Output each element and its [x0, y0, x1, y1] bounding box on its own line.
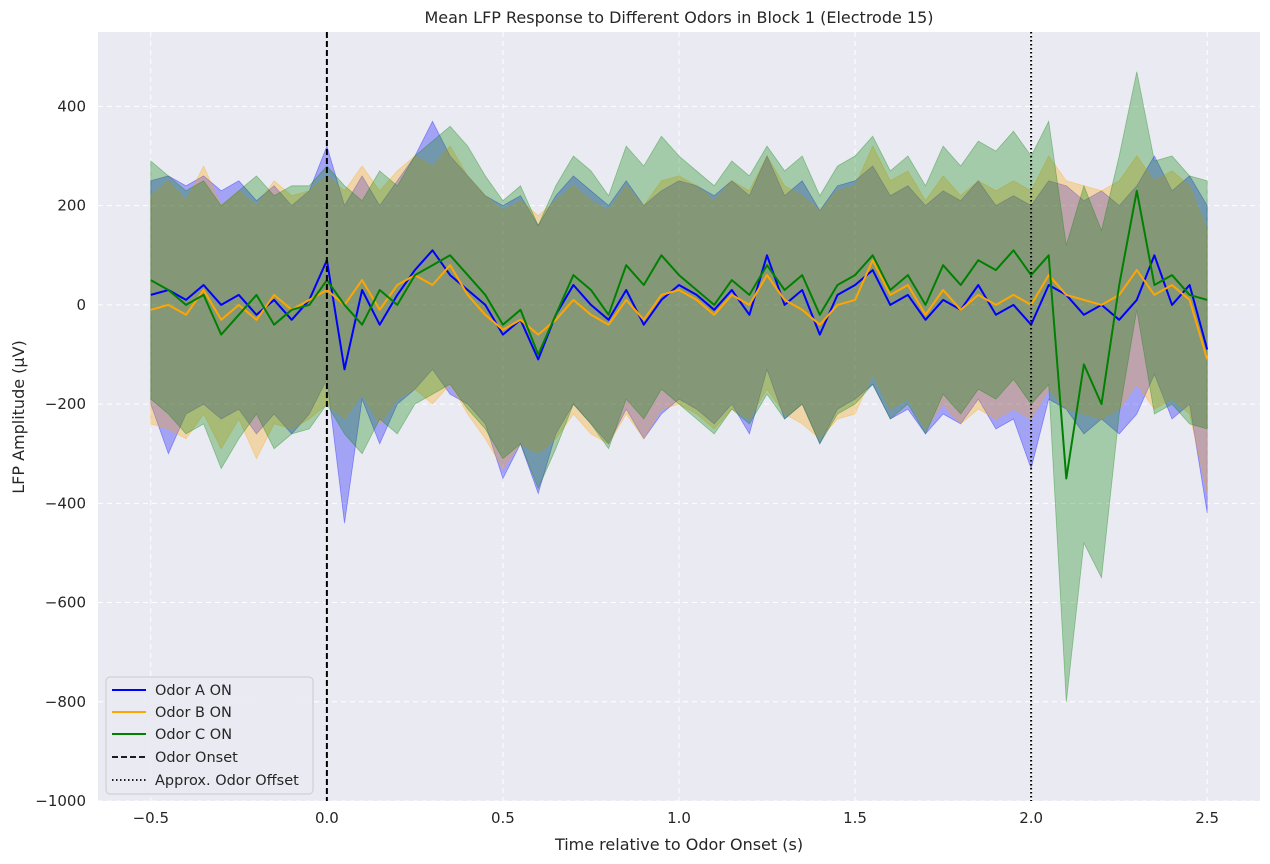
y-tick-label: 400	[57, 97, 86, 115]
x-tick-label: 1.5	[843, 809, 867, 827]
legend-label-odor-a: Odor A ON	[155, 683, 232, 699]
legend-label-odor-offset: Approx. Odor Offset	[155, 773, 299, 789]
x-tick-label: 0.0	[315, 809, 339, 827]
x-tick-label: −0.5	[133, 809, 169, 827]
legend-label-odor-onset: Odor Onset	[155, 750, 238, 766]
y-axis-label: LFP Amplitude (μV)	[9, 340, 28, 494]
y-tick-label: −800	[45, 693, 86, 711]
x-tick-label: 2.5	[1195, 809, 1219, 827]
y-tick-label: 200	[57, 197, 86, 215]
x-tick-label: 0.5	[491, 809, 515, 827]
legend-label-odor-b: Odor B ON	[155, 705, 232, 721]
legend: Odor A ON Odor B ON Odor C ON Odor Onset…	[105, 676, 314, 795]
y-tick-label: −1000	[35, 792, 86, 810]
band-odor-b	[150, 145, 1208, 494]
legend-box	[105, 676, 314, 795]
y-tick-label: −600	[45, 594, 86, 612]
x-tick-label: 2.0	[1019, 809, 1043, 827]
x-tick-labels: −0.5 0.0 0.5 1.0 1.5 2.0 2.5	[133, 809, 1220, 827]
y-tick-label: −200	[45, 395, 86, 413]
y-tick-labels: −1000 −800 −600 −400 −200 0 200 400	[35, 97, 86, 810]
event-lines	[325, 32, 1033, 801]
y-tick-label: −400	[45, 494, 86, 512]
x-tick-label: 1.0	[667, 809, 691, 827]
chart-title: Mean LFP Response to Different Odors in …	[424, 8, 933, 27]
y-tick-label: 0	[76, 296, 86, 314]
band-odor-c	[150, 71, 1208, 702]
legend-label-odor-c: Odor C ON	[155, 727, 232, 743]
band-odor-a	[150, 120, 1208, 524]
x-axis-label: Time relative to Odor Onset (s)	[554, 835, 803, 854]
confidence-bands	[150, 71, 1208, 702]
